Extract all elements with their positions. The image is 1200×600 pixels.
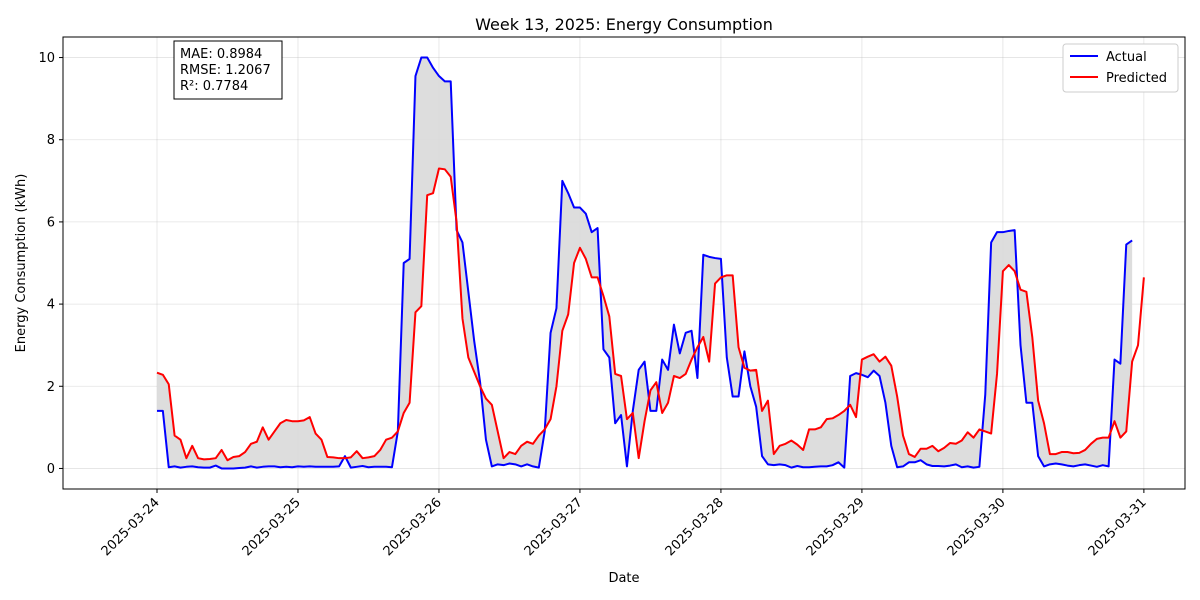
y-tick-label: 0 — [47, 462, 55, 477]
series-line-actual — [156, 56, 1133, 470]
series-line-predicted — [156, 167, 1145, 462]
x-axis-label: Date — [608, 571, 639, 586]
chart-title: Week 13, 2025: Energy Consumption — [475, 15, 773, 34]
y-axis-label: Energy Consumption (kWh) — [14, 174, 29, 353]
legend-label-predicted: Predicted — [1106, 71, 1167, 86]
y-tick-label: 2 — [47, 380, 55, 395]
y-tick-label: 8 — [47, 133, 55, 148]
metric-rmse: RMSE: 1.2067 — [180, 63, 271, 78]
legend: Actual Predicted — [1062, 43, 1179, 93]
metrics-box: MAE: 0.8984 RMSE: 1.2067 R²: 0.7784 — [173, 40, 283, 100]
y-tick-label: 6 — [47, 215, 55, 230]
metric-mae: MAE: 0.8984 — [180, 47, 262, 62]
y-tick-label: 10 — [38, 51, 55, 66]
plot-frame — [62, 36, 1186, 490]
y-tick-label: 4 — [47, 298, 55, 313]
metric-r2: R²: 0.7784 — [180, 79, 248, 94]
series-lines — [156, 56, 1145, 470]
legend-label-actual: Actual — [1106, 50, 1147, 65]
